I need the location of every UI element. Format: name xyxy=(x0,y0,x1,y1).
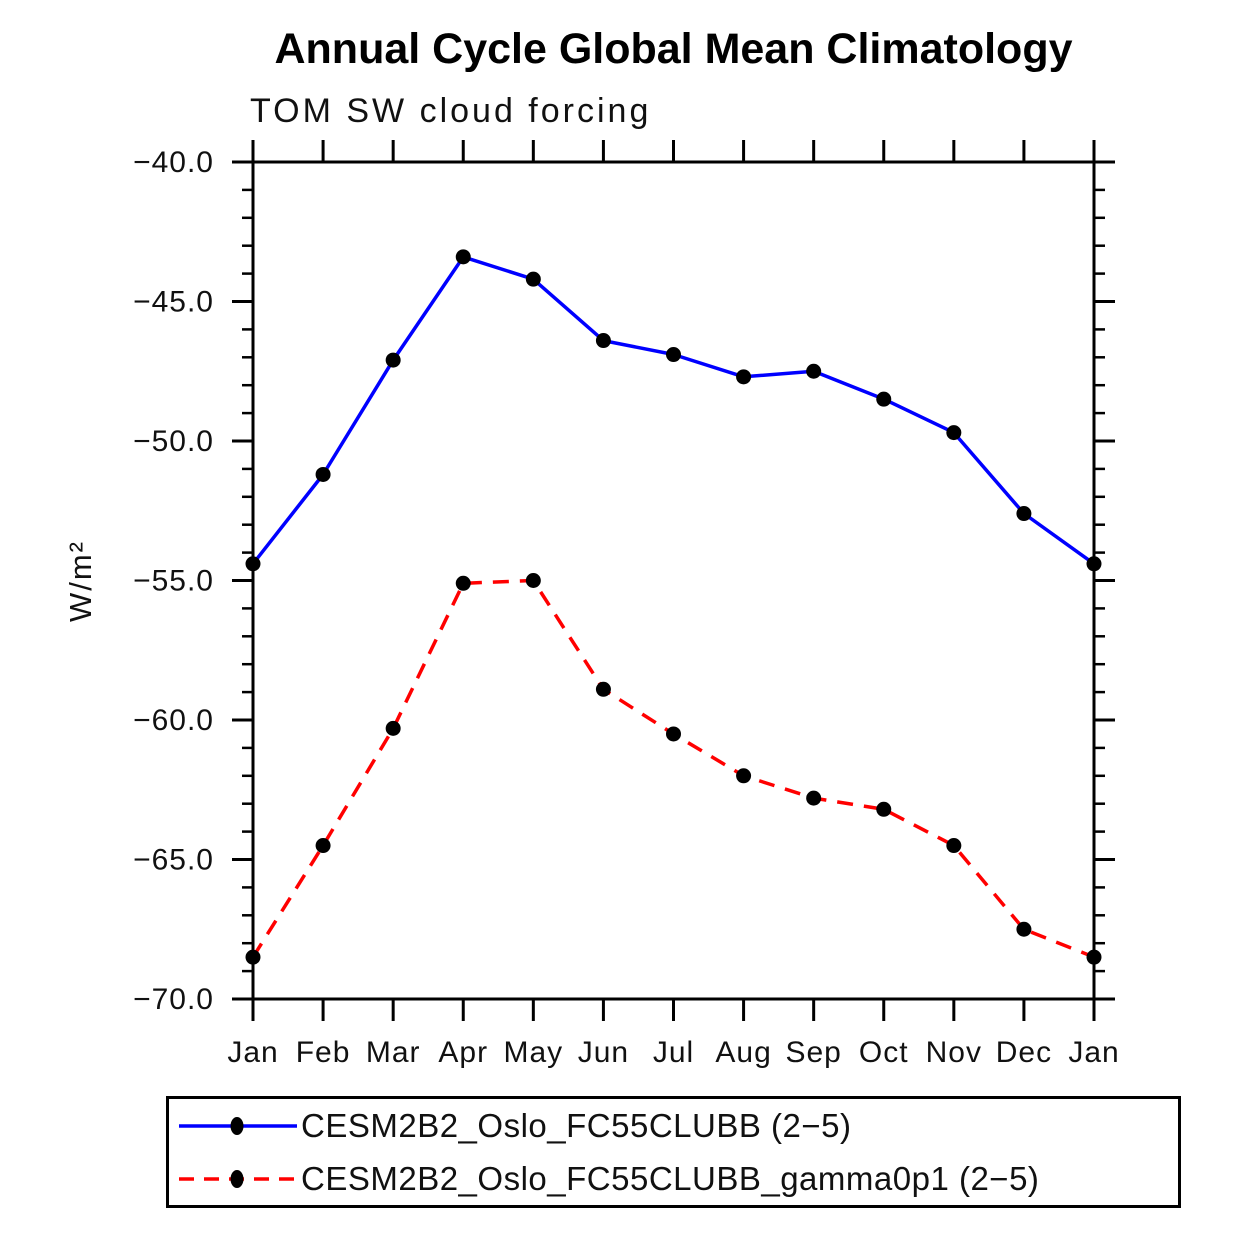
svg-text:−45.0: −45.0 xyxy=(133,286,214,319)
svg-text:Dec: Dec xyxy=(996,1036,1052,1069)
svg-text:Sep: Sep xyxy=(785,1036,841,1069)
legend-entry-series1: CESM2B2_Oslo_FC55CLUBB (2−5) xyxy=(169,1099,1178,1152)
svg-text:Jan: Jan xyxy=(227,1036,278,1069)
svg-text:May: May xyxy=(503,1036,563,1069)
svg-text:Jul: Jul xyxy=(653,1036,694,1069)
legend: CESM2B2_Oslo_FC55CLUBB (2−5) CESM2B2_Osl… xyxy=(166,1096,1181,1208)
svg-text:−55.0: −55.0 xyxy=(133,565,214,598)
svg-text:Nov: Nov xyxy=(926,1036,982,1069)
svg-text:−50.0: −50.0 xyxy=(133,425,214,458)
svg-text:Feb: Feb xyxy=(296,1036,351,1069)
legend-line-sample-blue-solid xyxy=(179,1116,297,1135)
legend-label-series1: CESM2B2_Oslo_FC55CLUBB (2−5) xyxy=(301,1106,852,1144)
legend-label-series2: CESM2B2_Oslo_FC55CLUBB_gamma0p1 (2−5) xyxy=(301,1159,1040,1197)
legend-marker-icon xyxy=(230,1169,244,1188)
svg-text:−70.0: −70.0 xyxy=(133,983,214,1016)
legend-entry-series2: CESM2B2_Oslo_FC55CLUBB_gamma0p1 (2−5) xyxy=(169,1152,1178,1205)
legend-line-sample-red-dashed xyxy=(179,1169,297,1188)
svg-text:Aug: Aug xyxy=(715,1036,771,1069)
svg-text:Oct: Oct xyxy=(859,1036,909,1069)
legend-marker-icon xyxy=(230,1116,244,1135)
svg-text:−40.0: −40.0 xyxy=(133,146,214,179)
svg-text:Jan: Jan xyxy=(1068,1036,1119,1069)
svg-text:−65.0: −65.0 xyxy=(133,844,214,877)
svg-text:Apr: Apr xyxy=(438,1036,488,1069)
chart-subtitle: TOM SW cloud forcing xyxy=(250,92,652,130)
svg-text:Mar: Mar xyxy=(366,1036,421,1069)
chart-title: Annual Cycle Global Mean Climatology xyxy=(274,25,1073,73)
svg-text:Jun: Jun xyxy=(578,1036,629,1069)
svg-text:−60.0: −60.0 xyxy=(133,704,214,737)
